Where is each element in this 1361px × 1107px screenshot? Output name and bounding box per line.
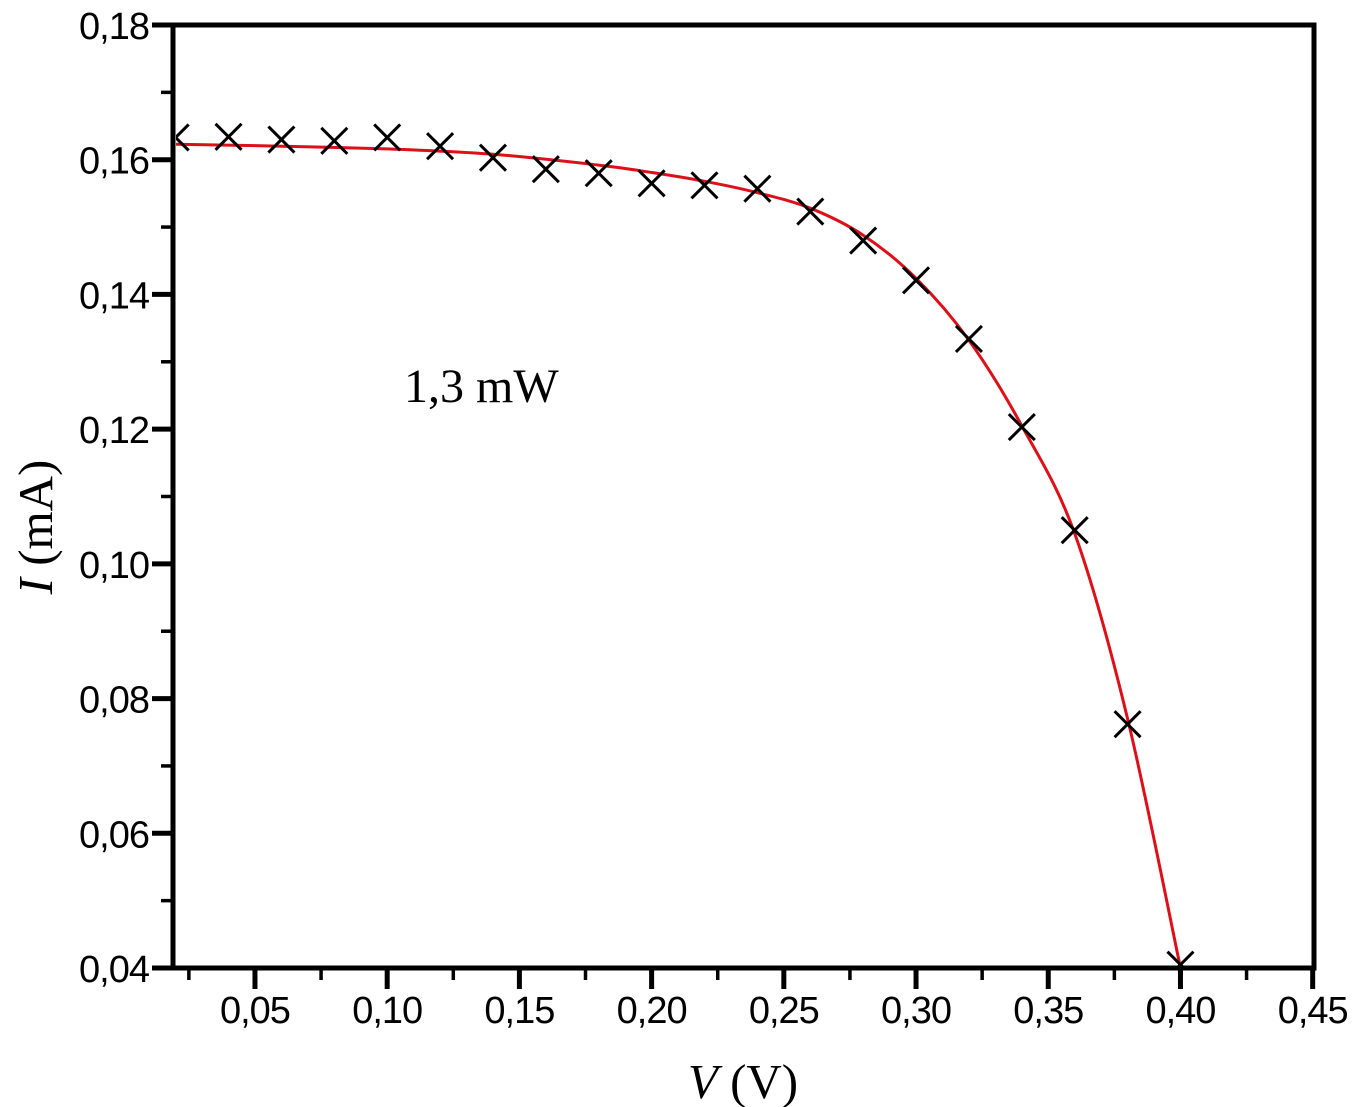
y-tick-label: 0,12 (79, 410, 149, 452)
x-marker-stroke (1113, 710, 1142, 739)
x-marker-stroke (954, 324, 983, 353)
y-axis-variable: I (8, 575, 63, 595)
axis-ticks (152, 22, 1316, 989)
y-axis-title: I (mA) (8, 460, 63, 596)
x-marker-stroke (796, 197, 825, 226)
y-tick-label: 0,16 (79, 141, 149, 183)
x-marker (954, 324, 983, 353)
x-marker-stroke (373, 123, 402, 152)
x-tick-label: 0,30 (881, 990, 951, 1032)
x-tick-label: 0,25 (749, 990, 819, 1032)
x-tick-label: 0,45 (1278, 990, 1348, 1032)
x-marker (796, 197, 825, 226)
y-tick-label: 0,04 (79, 949, 150, 991)
x-tick-label: 0,20 (617, 990, 687, 1032)
x-marker (1166, 950, 1195, 966)
x-marker-stroke (267, 125, 296, 154)
axis-tick-labels: 0,05 0,10 0,15 0,20 0,25 0,30 0,35 0,40 0,45 0,04… (79, 6, 1349, 1032)
x-marker (637, 169, 666, 198)
x-tick-label: 0,15 (484, 990, 554, 1032)
x-marker (373, 123, 402, 152)
fit-line (176, 142, 1182, 966)
x-marker-stroke (690, 171, 719, 200)
power-annotation: 1,3 mW (404, 360, 559, 413)
x-marker-stroke (901, 266, 931, 295)
x-marker-stroke (1007, 413, 1036, 442)
y-tick-label: 0,14 (79, 275, 150, 317)
x-axis-variable: V (688, 1054, 723, 1107)
y-tick-label: 0,06 (79, 814, 149, 856)
x-marker-stroke (743, 174, 772, 203)
y-tick-label: 0,18 (79, 6, 149, 48)
x-marker-stroke (426, 132, 455, 161)
y-axis-unit: (mA) (8, 460, 63, 578)
x-marker-stroke (1060, 516, 1089, 545)
x-marker-stroke (320, 126, 349, 155)
plot-frame (170, 22, 1317, 971)
x-marker-stroke (214, 122, 243, 151)
x-marker-stroke (637, 169, 666, 198)
x-marker (690, 171, 719, 200)
x-marker (743, 174, 772, 203)
x-marker (267, 125, 296, 154)
x-marker-stroke (176, 135, 190, 152)
x-marker (901, 266, 931, 295)
x-marker (584, 159, 613, 188)
x-marker-stroke (531, 155, 560, 184)
x-marker (426, 132, 455, 161)
data-point-markers (176, 122, 1195, 966)
x-marker-stroke (1176, 950, 1195, 966)
x-axis-title: V (V) (688, 1054, 798, 1107)
x-marker (1007, 413, 1036, 442)
y-tick-label: 0,10 (79, 545, 149, 587)
x-marker (478, 143, 508, 172)
x-marker-stroke (478, 143, 508, 172)
x-tick-label: 0,05 (220, 990, 290, 1032)
x-marker (531, 155, 560, 184)
x-tick-label: 0,40 (1145, 990, 1215, 1032)
x-marker (1113, 710, 1142, 739)
x-tick-label: 0,10 (352, 990, 422, 1032)
y-tick-label: 0,08 (79, 680, 149, 722)
x-marker-stroke (584, 159, 613, 188)
x-marker (849, 226, 878, 255)
data-layer (176, 122, 1195, 966)
x-marker (176, 123, 190, 152)
x-marker (320, 126, 349, 155)
x-marker (214, 122, 243, 151)
x-axis-unit: (V) (718, 1054, 798, 1107)
x-marker-stroke (176, 123, 190, 140)
x-marker (1060, 516, 1089, 545)
x-tick-label: 0,35 (1013, 990, 1083, 1032)
x-marker-stroke (849, 226, 878, 255)
